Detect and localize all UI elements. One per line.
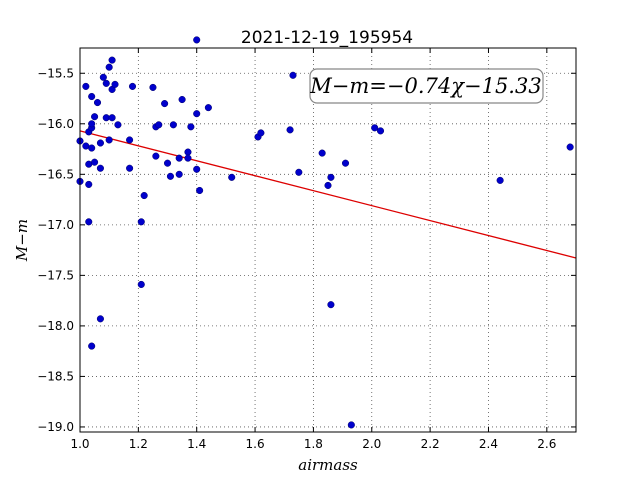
data-points <box>76 36 574 429</box>
data-point <box>96 164 104 172</box>
data-point <box>193 165 201 173</box>
x-tick-label: 2.4 <box>479 437 498 451</box>
data-point <box>93 99 102 107</box>
y-tick-label: −16.5 <box>37 167 74 181</box>
x-axis-label: airmass <box>298 456 358 474</box>
y-tick-label: −19.0 <box>37 420 74 434</box>
data-point <box>140 191 148 200</box>
data-point <box>376 127 385 135</box>
data-point <box>327 173 335 181</box>
data-point <box>166 172 174 180</box>
data-point <box>88 120 96 128</box>
data-point <box>184 154 192 162</box>
x-tick-label: 1.6 <box>246 437 265 451</box>
data-point <box>295 168 303 176</box>
data-point <box>114 121 122 129</box>
y-tick-label: −18.5 <box>37 369 74 383</box>
data-point <box>126 164 134 172</box>
y-tick-label: −17.5 <box>37 268 74 282</box>
data-point <box>289 71 297 79</box>
fit-line <box>79 130 577 259</box>
data-point <box>96 139 104 147</box>
data-point <box>155 121 163 129</box>
data-point <box>175 154 183 162</box>
data-point <box>347 421 355 429</box>
data-point <box>286 126 294 134</box>
data-point <box>91 113 99 121</box>
data-point <box>128 82 137 90</box>
data-point <box>108 114 116 122</box>
data-point <box>169 121 177 129</box>
data-point <box>105 63 113 71</box>
data-point <box>178 95 186 104</box>
data-point <box>85 218 93 226</box>
data-point <box>184 148 192 156</box>
y-tick-label: −17.0 <box>37 218 74 232</box>
data-point <box>88 92 96 101</box>
data-point <box>88 342 96 350</box>
y-tick-label: −18.0 <box>37 319 74 333</box>
annotation-text: M−m=−0.74χ−15.33 <box>309 74 541 98</box>
data-point <box>324 181 332 189</box>
x-tick-label: 1.8 <box>304 437 323 451</box>
x-tick-labels: 1.0 1.2 1.4 1.6 1.8 2.0 2.2 2.4 2.6 <box>70 437 556 451</box>
data-point <box>327 301 335 309</box>
data-point <box>85 180 93 188</box>
data-point <box>126 136 134 144</box>
axis-ticks <box>79 48 576 432</box>
y-tick-label: −15.5 <box>37 66 74 80</box>
x-tick-label: 1.2 <box>129 437 148 451</box>
data-point <box>193 36 201 44</box>
data-point <box>257 129 265 137</box>
y-axis-label: M−m <box>13 219 31 262</box>
data-point <box>102 79 110 87</box>
data-point <box>161 100 169 108</box>
data-point <box>99 73 107 81</box>
data-point <box>88 144 96 152</box>
data-point <box>228 173 236 181</box>
data-point <box>108 56 116 64</box>
data-point <box>566 143 574 151</box>
equation-annotation: M−m=−0.74χ−15.33 <box>309 68 544 104</box>
x-tick-label: 1.4 <box>187 437 206 451</box>
data-point <box>318 149 326 157</box>
annotation-box <box>309 68 544 104</box>
data-point <box>187 123 195 131</box>
data-point <box>82 82 90 90</box>
data-point <box>371 124 379 132</box>
data-point <box>149 83 157 91</box>
data-point <box>193 110 201 118</box>
data-point <box>105 136 113 144</box>
data-point <box>137 218 145 226</box>
plot-frame <box>79 47 577 433</box>
data-point <box>163 159 172 167</box>
data-point <box>91 158 99 166</box>
data-point <box>152 152 160 160</box>
data-point <box>111 80 119 88</box>
data-point <box>341 159 350 167</box>
x-tick-label: 2.2 <box>421 437 440 451</box>
data-point <box>137 280 145 289</box>
x-tick-label: 1.0 <box>70 437 89 451</box>
y-tick-label: −16.0 <box>37 117 74 131</box>
data-point <box>96 315 104 323</box>
fit-line-group <box>79 130 577 259</box>
x-tick-label: 2.6 <box>537 437 556 451</box>
data-point <box>196 186 204 195</box>
chart-title: 2021-12-19_195954 <box>241 28 413 48</box>
y-tick-labels: −15.5 −16.0 −16.5 −17.0 −17.5 −18.0 −18.5 −19.0 <box>37 66 74 434</box>
data-point <box>175 170 183 178</box>
data-point <box>204 104 212 112</box>
data-point <box>496 176 504 184</box>
x-tick-label: 2.0 <box>362 437 381 451</box>
